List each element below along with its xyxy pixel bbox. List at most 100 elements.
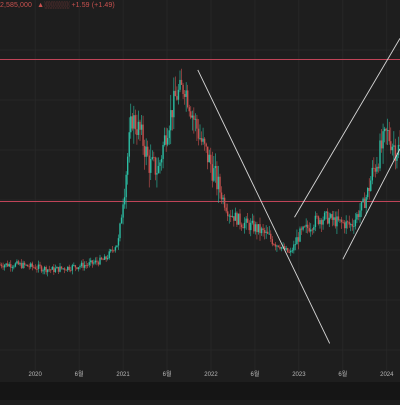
candle-body bbox=[237, 213, 240, 225]
candle-body bbox=[88, 262, 90, 266]
candle-body bbox=[166, 137, 169, 145]
legend-change: ▲░░░░░ +1.59 (+1.49) bbox=[37, 2, 115, 9]
x-tick-label: 2022 bbox=[204, 372, 218, 378]
candle-body bbox=[228, 215, 230, 217]
candles bbox=[0, 68, 400, 277]
candle-body bbox=[130, 116, 132, 133]
candle-body bbox=[377, 166, 380, 169]
candle-body bbox=[211, 164, 214, 181]
candle-body bbox=[203, 138, 206, 144]
candle-body bbox=[263, 230, 266, 233]
trend-line[interactable] bbox=[342, 148, 400, 260]
candle-body bbox=[6, 263, 9, 267]
candle-body bbox=[342, 222, 344, 223]
candle-body bbox=[176, 96, 178, 100]
candle-body bbox=[286, 248, 289, 253]
candle-body bbox=[136, 129, 138, 135]
candle-body bbox=[170, 110, 172, 131]
candle-body bbox=[242, 227, 244, 229]
candle-body bbox=[165, 135, 167, 145]
candle-body bbox=[133, 115, 135, 129]
candle-body bbox=[379, 140, 381, 169]
candle-body bbox=[217, 176, 220, 190]
candle-body bbox=[288, 252, 290, 254]
candle-body bbox=[16, 261, 18, 264]
candle-body bbox=[8, 264, 10, 267]
candle-body bbox=[54, 268, 57, 272]
candle-body bbox=[393, 145, 395, 147]
candle-body bbox=[194, 118, 197, 120]
candle-body bbox=[254, 224, 257, 232]
candle-body bbox=[291, 250, 294, 252]
candle-body bbox=[139, 121, 141, 130]
candle-body bbox=[74, 265, 77, 268]
candle-body bbox=[380, 140, 383, 149]
candle-body bbox=[146, 146, 149, 156]
grid bbox=[0, 0, 400, 375]
candle-body bbox=[14, 263, 17, 267]
candle-body bbox=[300, 228, 303, 230]
candle-body bbox=[330, 214, 332, 218]
trend-line[interactable] bbox=[197, 69, 331, 344]
candle-body bbox=[223, 197, 226, 208]
candle-body bbox=[285, 248, 287, 250]
candle-body bbox=[257, 224, 260, 233]
candle-body bbox=[177, 89, 180, 100]
candle-body bbox=[311, 229, 314, 231]
candle-body bbox=[71, 265, 74, 271]
candle-body bbox=[173, 90, 175, 118]
candle-body bbox=[239, 213, 241, 225]
candle-body bbox=[234, 212, 237, 221]
candle-body bbox=[122, 204, 124, 218]
candle-body bbox=[46, 269, 49, 273]
candle-body bbox=[253, 220, 255, 232]
candle-body bbox=[131, 116, 134, 129]
candle-body bbox=[394, 145, 397, 161]
candle-body bbox=[340, 219, 343, 223]
trend-lines[interactable] bbox=[197, 38, 400, 344]
candle-body bbox=[317, 216, 320, 225]
candle-body bbox=[323, 212, 326, 220]
candle-body bbox=[3, 265, 6, 268]
candle-body bbox=[259, 224, 261, 234]
candle-body bbox=[265, 231, 267, 233]
candle-body bbox=[270, 233, 272, 239]
candle-body bbox=[260, 228, 263, 234]
candle-body bbox=[113, 250, 115, 252]
candle-body bbox=[70, 269, 72, 271]
candle-body bbox=[19, 263, 21, 265]
candle-body bbox=[199, 138, 201, 139]
candle-body bbox=[43, 267, 46, 271]
trend-line[interactable] bbox=[294, 38, 400, 218]
candle-body bbox=[79, 266, 81, 268]
candle-body bbox=[245, 218, 247, 223]
x-tick-label: 2020 bbox=[28, 372, 42, 378]
candle-body bbox=[277, 245, 280, 247]
candle-body bbox=[99, 257, 101, 265]
candle-body bbox=[316, 215, 318, 217]
candle-body bbox=[365, 197, 367, 208]
candle-body bbox=[251, 220, 254, 223]
candle-body bbox=[0, 264, 3, 267]
candle-body bbox=[36, 268, 38, 270]
candle-body bbox=[359, 210, 361, 218]
x-tick-label: 6월 bbox=[250, 372, 260, 378]
candle-body bbox=[31, 263, 34, 267]
candle-body bbox=[145, 146, 147, 157]
candle-body bbox=[39, 264, 41, 267]
candle-body bbox=[385, 128, 387, 131]
candle-body bbox=[59, 266, 61, 272]
candle-body bbox=[83, 265, 86, 268]
candle-body bbox=[153, 157, 155, 158]
candle-body bbox=[210, 154, 212, 165]
candle-body bbox=[370, 180, 372, 191]
candle-body bbox=[40, 266, 43, 272]
candle-body bbox=[0, 264, 1, 266]
candle-body bbox=[225, 207, 227, 212]
candle-body bbox=[290, 250, 292, 253]
resistance-levels[interactable] bbox=[0, 58, 400, 202]
candle-body bbox=[366, 187, 369, 198]
candle-body bbox=[142, 124, 144, 146]
